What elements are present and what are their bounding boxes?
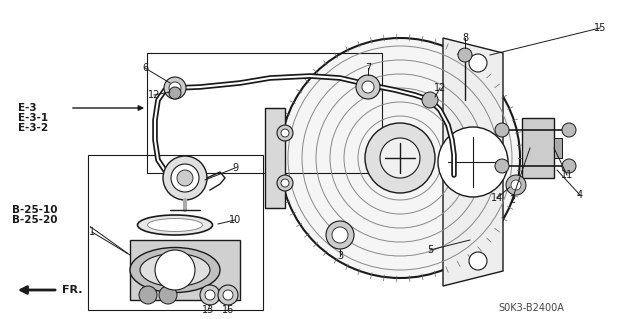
Text: 12: 12 [148,90,160,100]
Bar [265,108,285,208]
Text: 4: 4 [577,190,583,200]
Text: 16: 16 [222,305,234,315]
Circle shape [438,127,508,197]
Text: 3: 3 [337,251,343,261]
Circle shape [562,123,576,137]
Circle shape [163,156,207,200]
Text: FR.: FR. [62,285,83,295]
Circle shape [223,290,233,300]
Circle shape [332,227,348,243]
Text: 5: 5 [427,245,433,255]
Text: 2: 2 [509,195,515,205]
Circle shape [164,77,186,99]
Bar [147,53,382,173]
Circle shape [218,285,238,305]
Polygon shape [443,38,503,286]
Text: 12: 12 [434,83,446,93]
Text: B-25-10: B-25-10 [12,205,58,215]
Circle shape [422,92,438,108]
Ellipse shape [147,219,202,232]
Circle shape [139,286,157,304]
Circle shape [326,221,354,249]
Bar [88,155,263,310]
Text: 14: 14 [491,193,503,203]
Circle shape [177,170,193,186]
Circle shape [280,38,520,278]
Circle shape [380,138,420,178]
Circle shape [356,75,380,99]
Circle shape [277,175,293,191]
Text: B-25-20: B-25-20 [12,215,58,225]
Circle shape [562,159,576,173]
Circle shape [155,250,195,290]
Circle shape [469,54,487,72]
Bar [554,138,562,158]
Circle shape [362,81,374,93]
Text: 1: 1 [89,227,95,237]
Ellipse shape [140,254,210,286]
Text: E-3: E-3 [18,103,36,113]
Text: 6: 6 [142,63,148,73]
Circle shape [281,179,289,187]
Text: 7: 7 [365,63,371,73]
Ellipse shape [138,215,212,235]
Circle shape [281,129,289,137]
Text: 11: 11 [561,170,573,180]
Circle shape [495,123,509,137]
Text: 10: 10 [229,215,241,225]
Ellipse shape [130,248,220,293]
Circle shape [169,87,181,99]
Circle shape [506,175,526,195]
Text: E-3-1: E-3-1 [18,113,48,123]
Text: 8: 8 [462,33,468,43]
Circle shape [205,290,215,300]
Circle shape [200,285,220,305]
Circle shape [171,164,199,192]
Text: E-3-2: E-3-2 [18,123,48,133]
Bar [130,240,240,300]
Text: 9: 9 [232,163,238,173]
Circle shape [511,180,521,190]
Circle shape [469,252,487,270]
Circle shape [495,159,509,173]
Text: 15: 15 [594,23,606,33]
Circle shape [365,123,435,193]
Circle shape [169,82,181,94]
Circle shape [277,125,293,141]
Text: S0K3-B2400A: S0K3-B2400A [498,303,564,313]
Text: 13: 13 [202,305,214,315]
Bar [522,118,554,178]
Circle shape [159,286,177,304]
Circle shape [458,48,472,62]
